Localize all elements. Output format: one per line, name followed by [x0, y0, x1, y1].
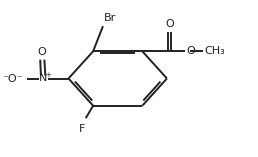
Text: ⁻O⁻: ⁻O⁻ — [2, 73, 22, 84]
Text: Br: Br — [104, 13, 116, 23]
Text: F: F — [79, 124, 85, 134]
Text: N: N — [39, 73, 47, 83]
Text: +: + — [45, 72, 51, 78]
Text: O: O — [165, 19, 174, 29]
Text: O: O — [186, 46, 195, 56]
Text: CH₃: CH₃ — [204, 46, 225, 56]
Text: O: O — [38, 47, 46, 57]
